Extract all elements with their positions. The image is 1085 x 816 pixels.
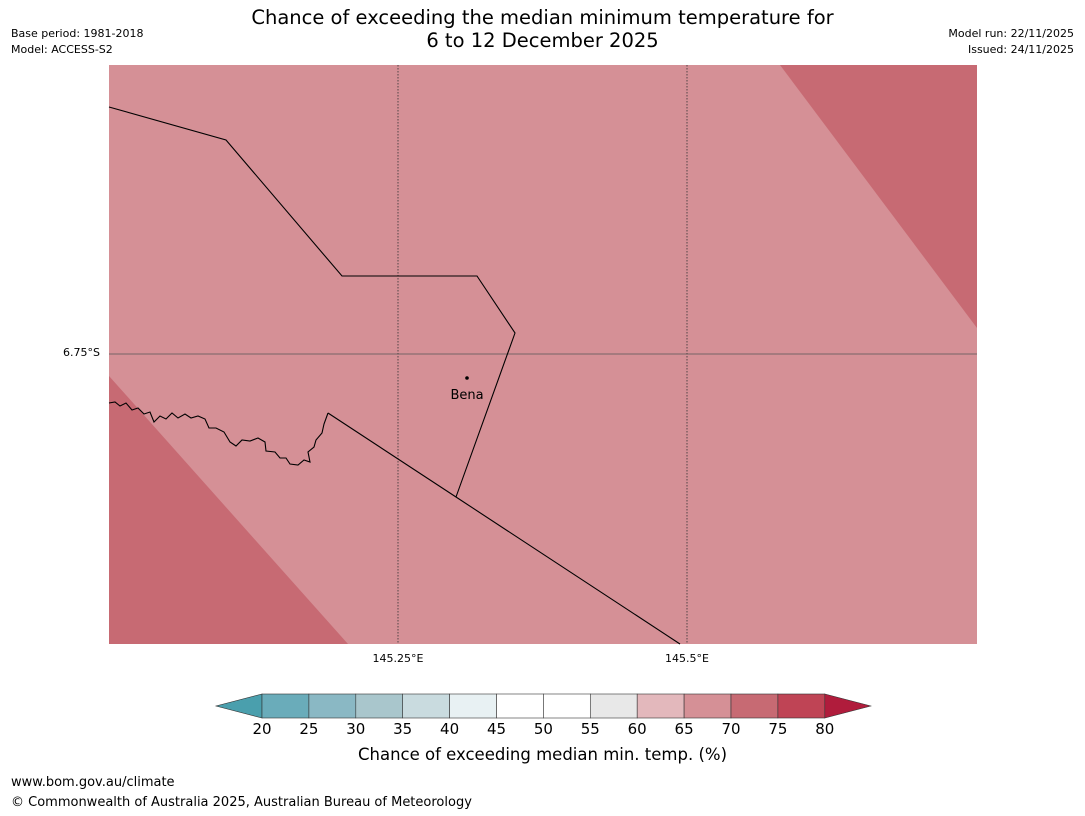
colorbar-title: Chance of exceeding median min. temp. (%… [357, 745, 728, 764]
meta-left: Base period: 1981-2018 Model: ACCESS-S2 [11, 26, 143, 58]
colorbar-tick-label: 65 [674, 720, 694, 738]
place-label-bena: Bena [450, 388, 484, 403]
colorbar-tick-label: 60 [627, 720, 647, 738]
high-chance-region-top-right [780, 65, 977, 328]
coastline-river [108, 401, 329, 466]
colorbar-tick-label: 50 [533, 720, 553, 738]
colorbar-cell [261, 693, 310, 719]
province-boundary-south [327, 412, 681, 645]
colorbar-tick-label: 55 [580, 720, 600, 738]
colorbar-cell [355, 693, 403, 719]
colorbar-cell [543, 693, 591, 719]
model-run: Model run: 22/11/2025 [948, 27, 1074, 40]
colorbar-cell [636, 693, 685, 719]
longitude-label-145-25: 145.25°E [372, 652, 424, 665]
colorbar-cell [308, 693, 357, 719]
base-period: Base period: 1981-2018 [11, 27, 144, 40]
colorbar-tick-label: 45 [486, 720, 507, 738]
colorbar-tick-label: 35 [393, 720, 413, 738]
chart-title: Chance of exceeding the median minimum t… [0, 6, 1085, 52]
colorbar-tick-label: 25 [299, 720, 319, 738]
colorbar-cell [589, 693, 638, 719]
map-panel[interactable] [0, 0, 1085, 700]
colorbar-cell [730, 693, 779, 719]
latitude-label: 6.75°S [63, 346, 100, 359]
longitude-label-145-5: 145.5°E [665, 652, 709, 665]
colorbar-tick-label: 80 [815, 720, 835, 738]
issued-date: Issued: 24/11/2025 [967, 43, 1074, 56]
colorbar-tick-label: 40 [440, 720, 460, 738]
bena-marker-icon [465, 376, 469, 380]
title-line-1: Chance of exceeding the median minimum t… [251, 6, 834, 29]
colorbar-cell [496, 693, 544, 719]
high-chance-region-bottom-left [109, 376, 348, 644]
colorbar-tick-label: 30 [346, 720, 366, 738]
colorbar-cell [777, 693, 826, 719]
title-line-2: 6 to 12 December 2025 [426, 29, 659, 52]
colorbar-tick-label: 20 [252, 720, 272, 738]
colorbar-tick-label: 70 [721, 720, 741, 738]
website-link[interactable]: www.bom.gov.au/climate [11, 775, 175, 790]
model-name: Model: ACCESS-S2 [11, 43, 113, 56]
colorbar-cell [402, 693, 450, 719]
province-boundary [108, 106, 516, 498]
copyright-text: © Commonwealth of Australia 2025, Austra… [11, 795, 472, 810]
colorbar-extend-low [214, 693, 263, 719]
meta-right: Model run: 22/11/2025 Issued: 24/11/2025 [948, 26, 1074, 58]
colorbar-cell [683, 693, 732, 719]
colorbar-tick-label: 75 [768, 720, 788, 738]
colorbar-cells [214, 693, 872, 719]
colorbar-extend-high [824, 693, 872, 719]
colorbar-cell [449, 693, 497, 719]
